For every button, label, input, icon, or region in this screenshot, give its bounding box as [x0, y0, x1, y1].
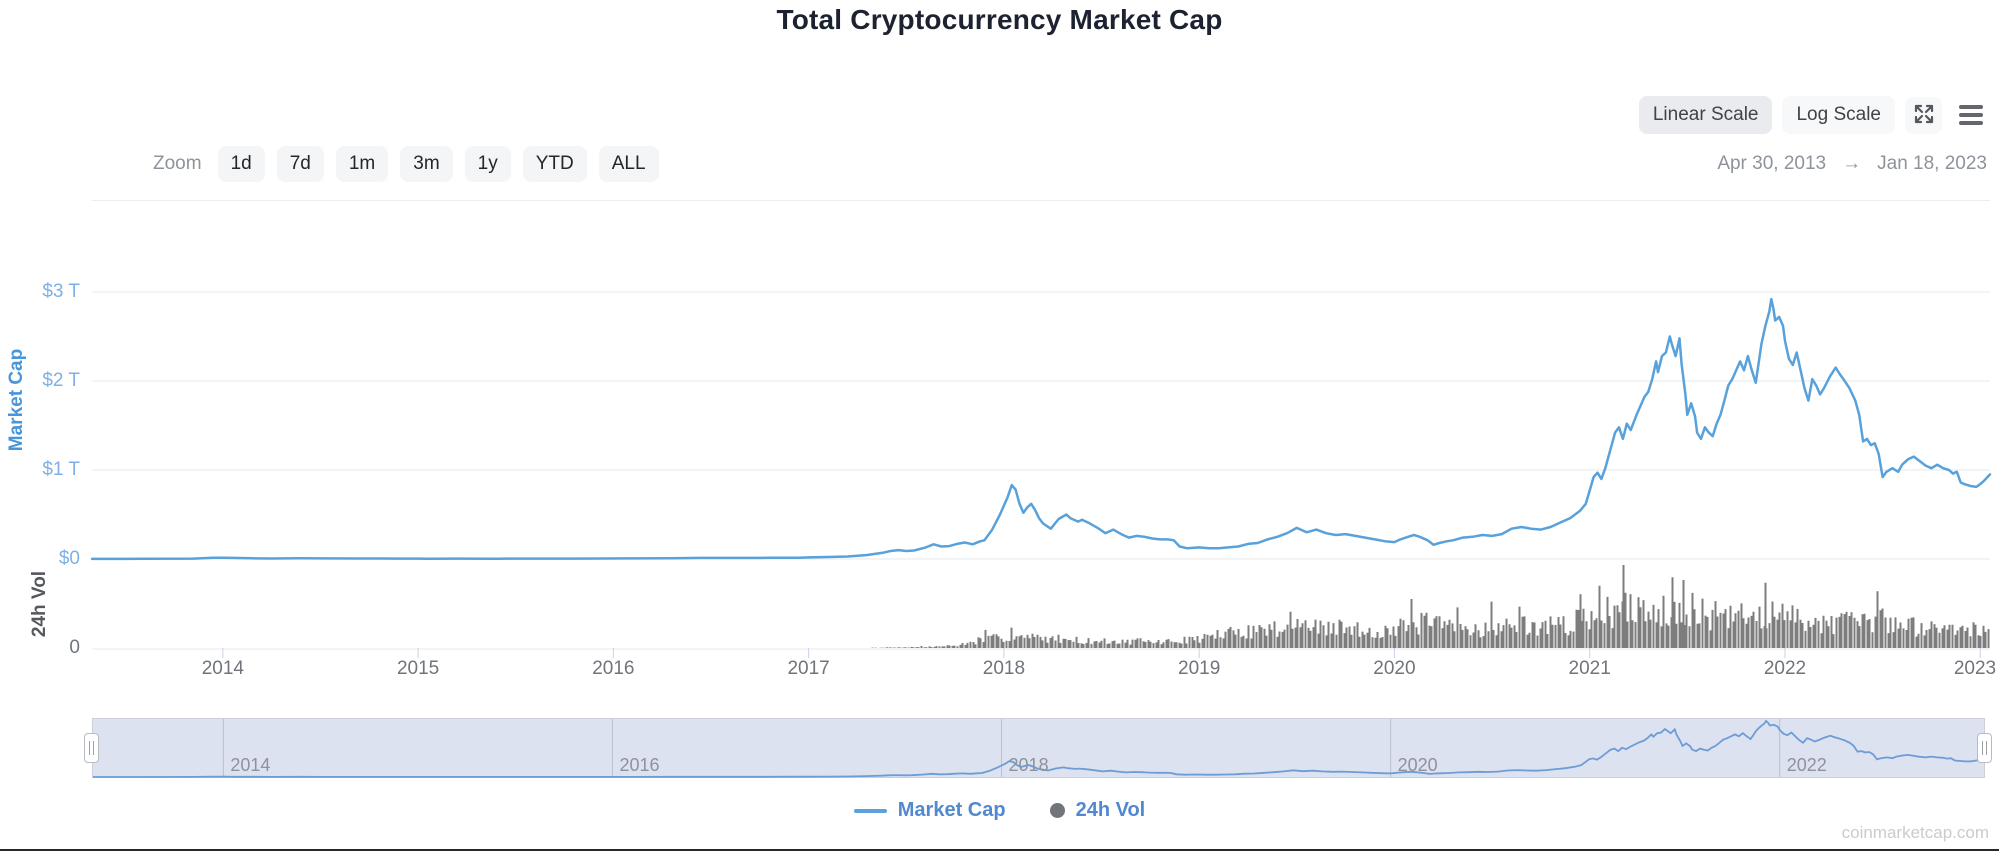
navigator-right-handle[interactable] [1977, 733, 1992, 763]
zoom-7d-button[interactable]: 7d [276, 146, 324, 182]
nav-label-2022: 2022 [1786, 755, 1827, 775]
x-tick-2016: 2016 [592, 658, 635, 679]
linear-scale-button[interactable]: Linear Scale [1638, 96, 1773, 134]
nav-label-2016: 2016 [619, 755, 660, 775]
market-cap-axis-title: Market Cap [6, 348, 27, 452]
nav-label-2018: 2018 [1008, 755, 1049, 775]
x-tick-2021: 2021 [1568, 658, 1611, 679]
chart-legend: Market Cap 24h Vol [0, 799, 1999, 822]
scale-controls: Linear Scale Log Scale [1638, 96, 1989, 134]
x-tick-2015: 2015 [396, 658, 440, 679]
cap-tick-0: $0 [58, 548, 80, 569]
watermark: coinmarketcap.com [1841, 823, 1989, 842]
zoom-toolbar: Zoom 1d 7d 1m 3m 1y YTD ALL [153, 146, 659, 182]
dot-swatch-icon [1049, 803, 1065, 818]
arrow-right-icon: → [1842, 153, 1862, 174]
zoom-all-button[interactable]: ALL [598, 146, 659, 182]
zoom-ytd-button[interactable]: YTD [522, 146, 587, 182]
zoom-1m-button[interactable]: 1m [335, 146, 389, 182]
nav-label-2014: 2014 [230, 755, 271, 775]
line-swatch-icon [853, 808, 887, 813]
x-tick-2014: 2014 [201, 658, 244, 679]
legend-item-24h-vol[interactable]: 24h Vol [1049, 799, 1146, 822]
x-tick-2017: 2017 [787, 658, 830, 679]
volume-bars [871, 565, 1990, 648]
cap-tick-3t: $3 T [42, 281, 80, 302]
zoom-1y-button[interactable]: 1y [464, 146, 511, 182]
zoom-1d-button[interactable]: 1d [217, 146, 265, 182]
market-cap-line [90, 297, 1992, 561]
fullscreen-button[interactable] [1905, 96, 1942, 134]
range-end-date[interactable]: Jan 18, 2023 [1877, 153, 1987, 174]
hamburger-menu-icon [1958, 105, 1983, 125]
toolbar-divider [92, 200, 1990, 201]
cap-tick-1t: $1 T [42, 459, 80, 480]
vol-tick-0: 0 [69, 637, 80, 658]
legend-item-market-cap[interactable]: Market Cap [853, 799, 1006, 822]
nav-label-2020: 2020 [1397, 755, 1438, 775]
legend-label: Market Cap [897, 799, 1006, 821]
legend-label: 24h Vol [1075, 799, 1146, 821]
zoom-3m-button[interactable]: 3m [400, 146, 453, 182]
x-tick-2022: 2022 [1763, 658, 1807, 679]
x-tick-2020: 2020 [1373, 658, 1416, 679]
range-start-date[interactable]: Apr 30, 2013 [1717, 153, 1827, 174]
date-range: Apr 30, 2013 → Jan 18, 2023 [1717, 146, 1987, 182]
zoom-label: Zoom [153, 153, 202, 174]
volume-axis-title: 24h Vol [29, 570, 50, 638]
expand-icon [1912, 102, 1936, 129]
x-tick-2018: 2018 [982, 658, 1026, 679]
chart-menu-button[interactable] [1952, 97, 1989, 134]
x-tick-2023: 2023 [1953, 658, 1997, 679]
navigator-left-handle[interactable] [84, 733, 99, 763]
x-tick-2019: 2019 [1178, 658, 1221, 679]
page-title: Total Cryptocurrency Market Cap [776, 4, 1223, 35]
window-bottom-edge [0, 849, 1999, 851]
log-scale-button[interactable]: Log Scale [1782, 96, 1895, 134]
cap-tick-2t: $2 T [42, 370, 80, 391]
